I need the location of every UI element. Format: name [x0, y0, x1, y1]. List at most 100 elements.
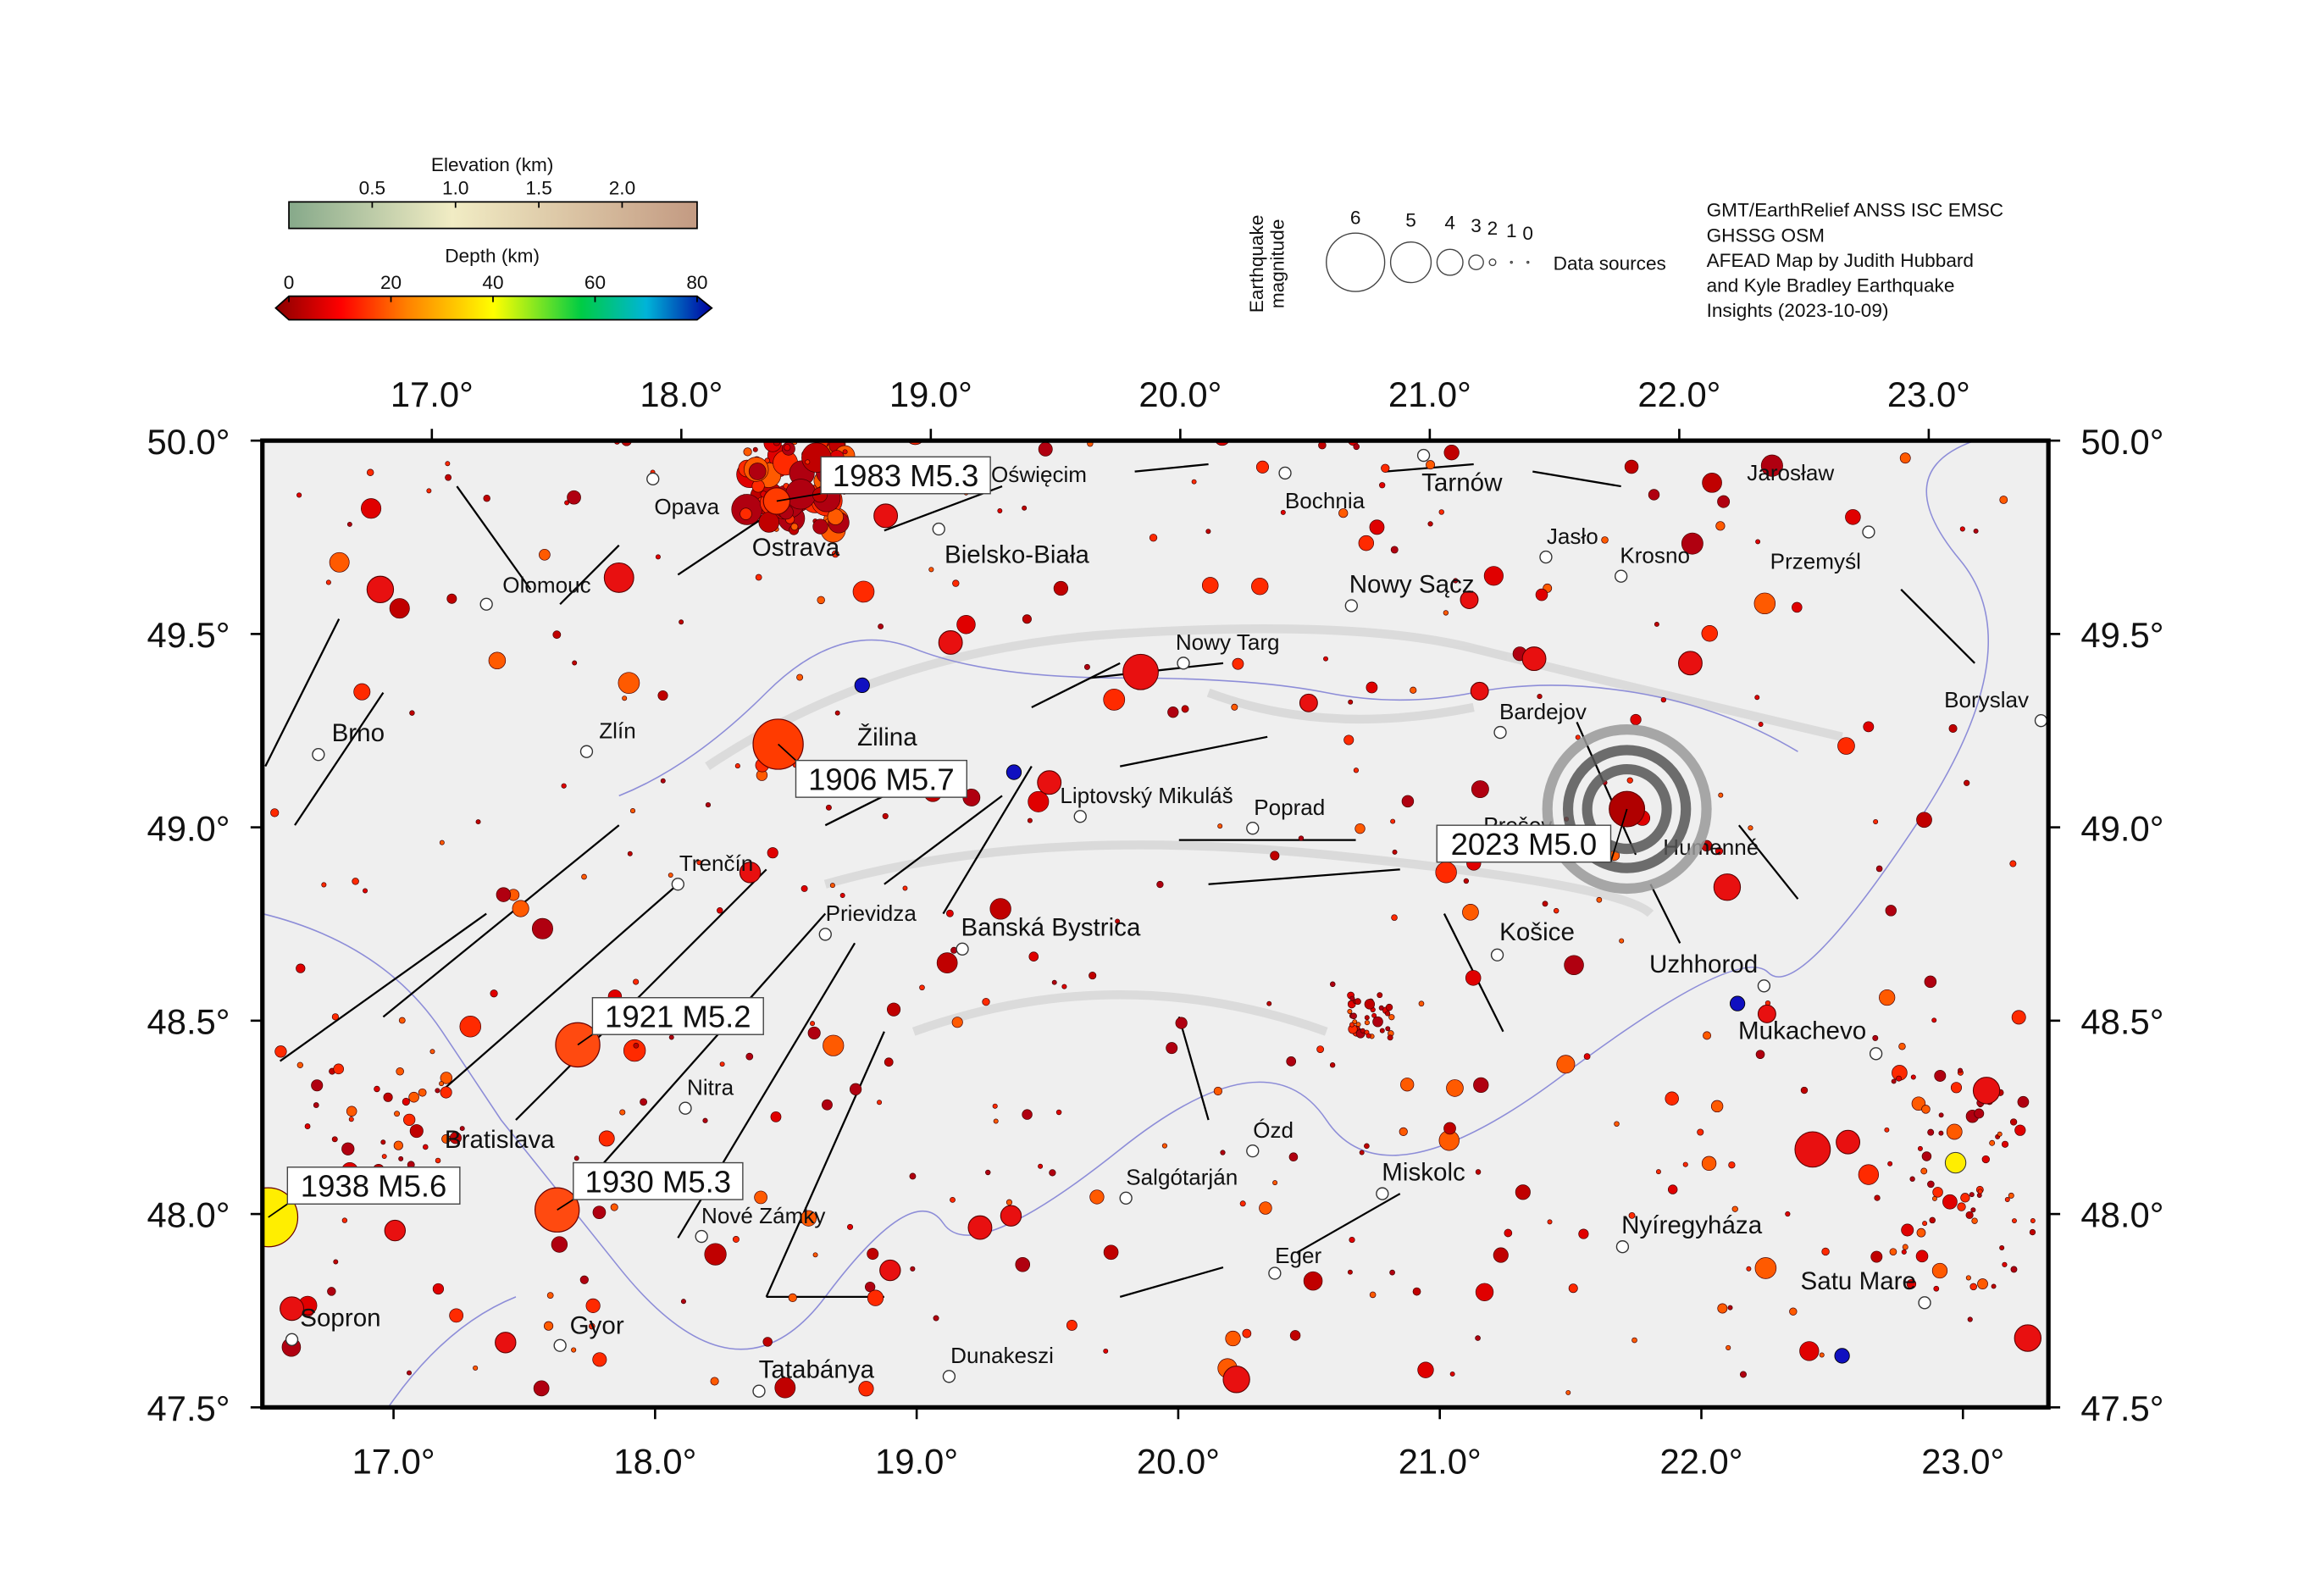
earthquake-dot: [296, 492, 302, 498]
earthquake-dot: [822, 1099, 833, 1111]
x-tick-label-top: 23.0°: [1887, 374, 1970, 414]
city-label: Nowy Sącz: [1349, 570, 1475, 598]
earthquake-dot: [1360, 1028, 1366, 1034]
earthquake-dot: [2030, 1218, 2036, 1223]
earthquake-dot: [1713, 873, 1742, 901]
elevation-tick-label: 2.0: [609, 178, 635, 199]
city-label: Bratislava: [445, 1126, 555, 1154]
earthquake-dot: [1648, 489, 1660, 501]
earthquake-dot: [825, 804, 832, 811]
earthquake-dot: [1288, 1152, 1299, 1162]
earthquake-dot: [333, 1259, 339, 1265]
earthquake-dot: [1921, 1151, 1932, 1161]
event-label-box: [820, 456, 991, 495]
earthquake-dot: [1381, 463, 1390, 473]
earthquake-dot: [1231, 703, 1238, 711]
earthquake-dot: [1410, 686, 1417, 694]
city-marker: [1246, 822, 1260, 835]
earthquake-dot: [389, 598, 410, 619]
earthquake-dot: [1366, 1033, 1371, 1039]
earthquake-dot: [331, 1013, 340, 1021]
city-label: Nové Zámky: [701, 1203, 825, 1228]
city-label: Krosno: [1620, 543, 1690, 568]
earthquake-dot: [2004, 1197, 2010, 1203]
city-marker: [1869, 1047, 1883, 1061]
earthquake-dot: [1379, 1028, 1385, 1034]
earthquake-dot: [1924, 975, 1937, 989]
earthquake-dot: [660, 778, 666, 784]
y-tick-label-left: 48.5°: [147, 1002, 230, 1042]
earthquake-dot: [2008, 1192, 2014, 1199]
earthquake-dot: [633, 1042, 640, 1049]
city-marker: [679, 1101, 692, 1115]
earthquake-dot: [1037, 770, 1062, 795]
x-tick-label-top: 19.0°: [889, 374, 972, 414]
earthquake-dot: [2009, 860, 2017, 867]
earthquake-dot: [418, 1088, 427, 1097]
earthquake-dot: [1681, 532, 1703, 555]
earthquake-dot: [882, 812, 889, 819]
earthquake-dot: [710, 1377, 719, 1386]
earthquake-dot: [592, 1205, 607, 1220]
earthquake-dot: [1473, 1077, 1489, 1094]
event-label: 1930 M5.3: [585, 1164, 732, 1199]
earthquake-dot: [1353, 443, 1360, 451]
city-marker: [1246, 1144, 1260, 1158]
magnitude-label: 6: [1350, 207, 1361, 228]
city-marker: [553, 1338, 567, 1352]
earthquake-dot: [807, 1026, 821, 1039]
earthquake-dot: [1965, 1275, 1971, 1281]
earthquake-dot: [1038, 441, 1053, 457]
earthquake-dot: [657, 690, 668, 701]
earthquake-dot: [2002, 1261, 2008, 1267]
y-tick-label-left: 48.0°: [147, 1195, 230, 1235]
earthquake-dot: [858, 1381, 874, 1397]
earthquake-dot: [623, 1039, 646, 1062]
earthquake-dot: [439, 840, 445, 845]
earthquake-dot: [1387, 1034, 1393, 1041]
earthquake-dot: [627, 851, 633, 856]
earthquake-dot: [1167, 707, 1179, 718]
earthquake-dot: [1972, 1077, 2001, 1105]
earthquake-dot: [784, 444, 791, 452]
earthquake-dot: [363, 888, 368, 894]
data-sources-line: GHSSG OSM: [1707, 224, 1825, 246]
earthquake-dot: [867, 1248, 879, 1261]
city-marker: [1416, 448, 1431, 463]
city-marker: [671, 878, 684, 891]
earthquake-dot: [1932, 1187, 1943, 1198]
earthquake-dot: [867, 1289, 884, 1306]
earthquake-dot: [1055, 1109, 1062, 1116]
earthquake-dot: [1746, 1266, 1752, 1272]
earthquake-dot: [346, 521, 352, 527]
earthquake-dot: [1794, 1131, 1831, 1168]
earthquake-dot: [1819, 1352, 1825, 1358]
earthquake-dot: [879, 1259, 901, 1282]
earthquake-dot: [1359, 1150, 1365, 1155]
earthquake-dot: [2009, 1118, 2018, 1126]
earthquake-dot: [1757, 1004, 1776, 1023]
earthquake-dot: [1885, 905, 1897, 917]
earthquake-dot: [810, 1021, 816, 1027]
earthquake-dot: [1392, 849, 1398, 855]
earthquake-dot: [1789, 1307, 1798, 1316]
earthquake-dot: [348, 1117, 354, 1122]
magnitude-label: 4: [1444, 213, 1455, 234]
earthquake-dot: [1578, 1228, 1589, 1239]
earthquake-dot: [1103, 1348, 1109, 1354]
earthquake-dot: [361, 498, 382, 519]
earthquake-dot: [680, 1299, 686, 1305]
earthquake-dot: [668, 873, 673, 878]
depth-tick-label: 80: [686, 272, 707, 293]
earthquake-dot: [571, 1347, 577, 1353]
earthquake-dot: [544, 1321, 554, 1331]
earthquake-dot: [758, 512, 780, 533]
earthquake-dot: [704, 1243, 727, 1266]
earthquake-dot: [754, 1190, 767, 1205]
magnitude-symbol: [1436, 248, 1464, 276]
city-label: Przemyśl: [1770, 548, 1861, 574]
earthquake-dot: [1999, 1244, 2005, 1251]
earthquake-dot: [1493, 1247, 1509, 1263]
earthquake-dot: [1916, 812, 1932, 828]
earthquake-dot: [459, 1016, 482, 1038]
